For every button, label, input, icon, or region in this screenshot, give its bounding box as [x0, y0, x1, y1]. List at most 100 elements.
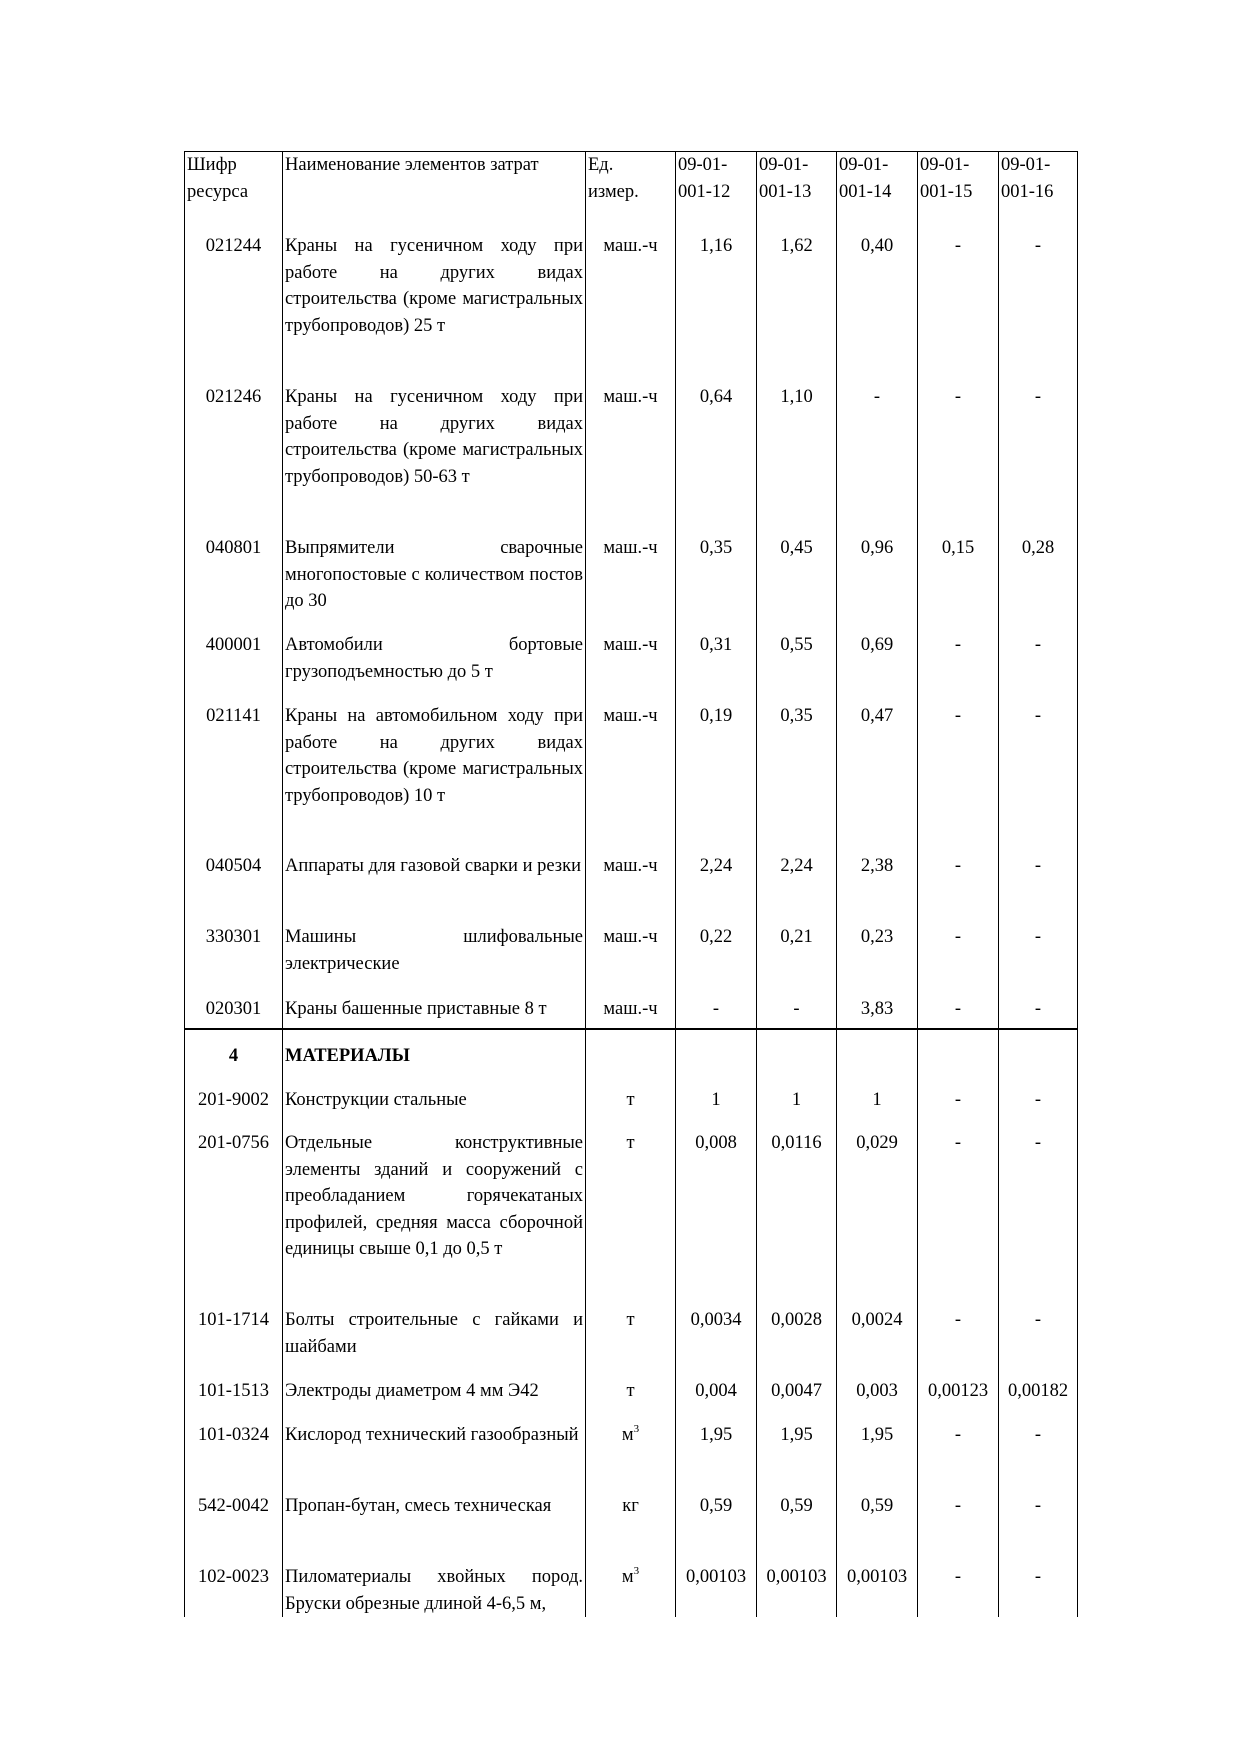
- value-cell: 0,0028: [756, 1294, 837, 1365]
- resource-name: Конструкции стальные: [282, 1074, 586, 1117]
- value-cell: 0,55: [756, 619, 837, 690]
- value-cell: 1: [675, 1074, 757, 1117]
- value-cell: -: [917, 220, 999, 371]
- section-title: МАТЕРИАЛЫ: [282, 1028, 586, 1074]
- header-text: 001-16: [1001, 181, 1054, 202]
- value-cell: 0,029: [836, 1117, 918, 1294]
- table-header-row: Шифр ресурса Наименование элементов затрат…: [184, 151, 1078, 220]
- value-cell: 0,59: [836, 1480, 918, 1551]
- value-cell: -: [998, 220, 1078, 371]
- value-cell: 1,10: [756, 371, 837, 522]
- header-text: 001-14: [839, 181, 892, 202]
- header-text: Шифр: [187, 155, 237, 175]
- unit: маш.-ч: [585, 619, 676, 690]
- table-row: 021141 Краны на автомобильном ходу при ра…: [184, 690, 1078, 840]
- value-cell: 2,24: [756, 840, 837, 911]
- section-number: 4: [184, 1028, 283, 1074]
- header-cell: Ед. измер.: [585, 151, 676, 220]
- value-cell: 0,0047: [756, 1365, 837, 1409]
- value-cell: 0,35: [756, 690, 837, 840]
- value-cell: -: [917, 1409, 999, 1480]
- value-cell: 1,95: [675, 1409, 757, 1480]
- value-cell: 0,59: [675, 1480, 757, 1551]
- value-cell: -: [998, 911, 1078, 983]
- table-row: 040801 Выпрямители сварочные многопостовы…: [184, 522, 1078, 619]
- value-cell: 0,00123: [917, 1365, 999, 1409]
- table-row: 021244 Краны на гусеничном ходу при работ…: [184, 220, 1078, 371]
- value-cell: 0,96: [836, 522, 918, 619]
- resource-code: 101-1513: [184, 1365, 283, 1409]
- empty-cell: [836, 1028, 918, 1074]
- value-cell: -: [998, 1551, 1078, 1617]
- value-cell: -: [917, 1480, 999, 1551]
- value-cell: -: [917, 371, 999, 522]
- header-text: 09-01-: [839, 155, 889, 175]
- unit: т: [585, 1365, 676, 1409]
- resource-code: 021141: [184, 690, 283, 840]
- value-cell: 0,59: [756, 1480, 837, 1551]
- value-cell: 0,64: [675, 371, 757, 522]
- resource-code: 330301: [184, 911, 283, 983]
- resource-code: 021246: [184, 371, 283, 522]
- value-cell: 1,16: [675, 220, 757, 371]
- value-cell: -: [998, 371, 1078, 522]
- value-cell: -: [998, 1117, 1078, 1294]
- header-cell: 09-01- 001-13: [756, 151, 837, 220]
- superscript: 3: [633, 1565, 640, 1577]
- value-cell: 0,008: [675, 1117, 757, 1294]
- value-cell: 3,83: [836, 983, 918, 1029]
- header-text: 001-13: [759, 181, 812, 202]
- unit: м3: [585, 1409, 676, 1480]
- table-row: 101-0324 Кислород технический газообразны…: [184, 1409, 1078, 1480]
- header-cell: 09-01- 001-12: [675, 151, 757, 220]
- value-cell: 0,004: [675, 1365, 757, 1409]
- value-cell: 0,19: [675, 690, 757, 840]
- value-cell: -: [998, 619, 1078, 690]
- header-text: 001-12: [678, 181, 731, 202]
- value-cell: 2,24: [675, 840, 757, 911]
- table-row: 102-0023 Пиломатериалы хвойных пород. Бру…: [184, 1551, 1078, 1617]
- unit: маш.-ч: [585, 840, 676, 911]
- resource-name: Пиломатериалы хвойных пород. Бруски обре…: [282, 1551, 586, 1617]
- value-cell: -: [917, 911, 999, 983]
- unit: т: [585, 1074, 676, 1117]
- table-row: 021246 Краны на гусеничном ходу при работ…: [184, 371, 1078, 522]
- header-text: 09-01-: [678, 155, 728, 175]
- value-cell: 0,0116: [756, 1117, 837, 1294]
- unit: маш.-ч: [585, 522, 676, 619]
- table-row: 101-1513 Электроды диаметром 4 мм Э42 т 0,0…: [184, 1365, 1078, 1409]
- value-cell: 0,0024: [836, 1294, 918, 1365]
- value-cell: 0,00103: [836, 1551, 918, 1617]
- value-cell: 0,22: [675, 911, 757, 983]
- resource-code: 201-9002: [184, 1074, 283, 1117]
- value-cell: 2,38: [836, 840, 918, 911]
- section-row: 4 МАТЕРИАЛЫ: [184, 1028, 1078, 1074]
- header-cell: Шифр ресурса: [184, 151, 283, 220]
- resource-name: Краны на гусеничном ходу при работе на д…: [282, 220, 586, 371]
- header-text: 09-01-: [759, 155, 809, 175]
- resource-code: 400001: [184, 619, 283, 690]
- table-row: 330301 Машины шлифовальные электрические м…: [184, 911, 1078, 983]
- value-cell: 0,00103: [675, 1551, 757, 1617]
- value-cell: -: [998, 1074, 1078, 1117]
- value-cell: -: [836, 371, 918, 522]
- resource-code: 542-0042: [184, 1480, 283, 1551]
- resource-table: Шифр ресурса Наименование элементов затрат…: [184, 151, 1078, 1617]
- value-cell: 0,00103: [756, 1551, 837, 1617]
- resource-code: 040801: [184, 522, 283, 619]
- value-cell: 1,95: [836, 1409, 918, 1480]
- value-cell: -: [917, 1551, 999, 1617]
- value-cell: -: [998, 690, 1078, 840]
- unit: маш.-ч: [585, 371, 676, 522]
- resource-code: 101-1714: [184, 1294, 283, 1365]
- unit: маш.-ч: [585, 911, 676, 983]
- value-cell: -: [917, 690, 999, 840]
- resource-name: Электроды диаметром 4 мм Э42: [282, 1365, 586, 1409]
- value-cell: 0,35: [675, 522, 757, 619]
- value-cell: -: [998, 983, 1078, 1029]
- resource-name: Выпрямители сварочные многопостовые с ко…: [282, 522, 586, 619]
- value-cell: -: [998, 1409, 1078, 1480]
- resource-name: Автомобили бортовые грузоподъемностью до…: [282, 619, 586, 690]
- value-cell: 0,40: [836, 220, 918, 371]
- value-cell: 0,69: [836, 619, 918, 690]
